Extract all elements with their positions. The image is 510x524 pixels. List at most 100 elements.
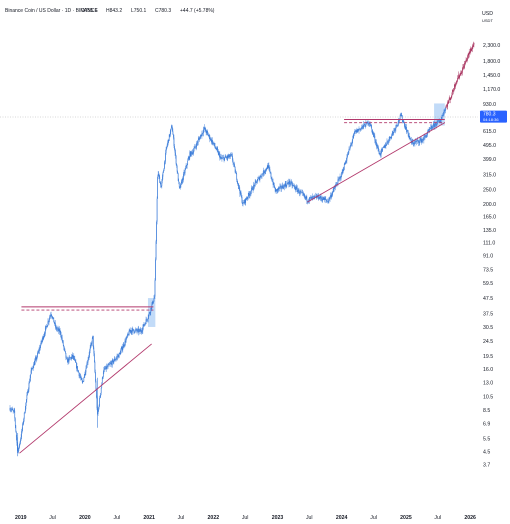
candle-body — [406, 126, 407, 132]
candle-body — [386, 141, 388, 145]
candle-body — [28, 389, 29, 393]
candle-body — [358, 129, 359, 131]
candle-body — [351, 143, 352, 144]
support-trendline-4[interactable] — [307, 122, 446, 203]
candle-body — [427, 131, 429, 132]
candle-body — [405, 126, 407, 130]
candle-body — [58, 328, 59, 331]
time-tick-label: 2025 — [400, 515, 412, 521]
candle-body — [397, 124, 398, 126]
candle-body — [21, 429, 23, 432]
candle-body — [243, 202, 245, 204]
candle-body — [204, 128, 206, 130]
candle-body — [157, 177, 158, 199]
candle-body — [116, 357, 117, 359]
price-axis[interactable]: 2,300.0 1,800.0 1,450.0 1,170.0 930.0 615.0 49… — [480, 43, 507, 468]
candle-body — [64, 348, 66, 351]
candle-body — [269, 169, 271, 172]
candle-body — [223, 157, 225, 161]
candle-body — [170, 128, 172, 132]
candle-body — [110, 362, 112, 364]
candle-body — [408, 136, 410, 137]
candle-body — [288, 181, 289, 184]
candle-body — [251, 187, 253, 189]
candle-body — [305, 196, 307, 199]
candle-body — [344, 162, 346, 165]
candle-body — [266, 165, 268, 170]
candle-body — [116, 356, 118, 358]
candle-body — [458, 74, 460, 78]
candle-body — [76, 362, 77, 369]
candle-body — [214, 143, 215, 147]
candle-body — [108, 364, 110, 365]
time-tick-label: 2024 — [336, 515, 348, 521]
candle-body — [96, 397, 98, 409]
candle-body — [373, 135, 375, 136]
candle-body — [429, 128, 431, 130]
candle-body — [227, 156, 229, 158]
candle-body — [233, 163, 234, 164]
candle-body — [400, 114, 402, 116]
candle-body — [96, 390, 97, 398]
support-trendline-0[interactable] — [19, 343, 152, 454]
candle-body — [389, 136, 390, 139]
candle-body — [383, 147, 385, 148]
candle-body — [148, 312, 150, 315]
legend-low: L750.1 — [131, 8, 147, 14]
candle-body — [348, 148, 350, 152]
candle-body — [165, 149, 167, 153]
candle-body — [361, 126, 363, 128]
price-tick-label: 37.5 — [483, 311, 493, 317]
candle-body — [154, 280, 156, 297]
candle-body — [164, 161, 166, 163]
candle-body — [332, 191, 334, 195]
candle-body — [107, 365, 109, 367]
candle-body — [73, 358, 75, 360]
time-axis[interactable]: 2019 Jul 2020 Jul 2021 Jul 2022 Jul 2023 Jul 2024 J… — [15, 515, 476, 521]
candle-body — [374, 135, 376, 141]
price-tick-label: 1,450.0 — [483, 73, 500, 79]
candle-body — [340, 176, 341, 179]
candle-body — [426, 134, 428, 136]
candle-body — [219, 154, 221, 159]
candle-body — [465, 59, 467, 62]
candle-body — [127, 333, 129, 335]
candle-body — [204, 127, 205, 130]
candle-body — [285, 185, 287, 187]
candle-body — [257, 179, 259, 182]
candle-body — [53, 317, 55, 323]
candle-body — [203, 127, 205, 130]
candle-body — [155, 241, 157, 260]
candle-body — [182, 178, 183, 184]
price-tick-label: 111.0 — [483, 241, 495, 247]
candle-body — [124, 345, 125, 347]
candle-body — [377, 147, 379, 149]
candle-body — [132, 328, 134, 330]
time-tick-label: Jul — [242, 515, 249, 521]
candle-body — [443, 111, 445, 115]
candle-body — [67, 358, 69, 363]
candle-body — [372, 131, 374, 135]
candle-body — [267, 165, 269, 169]
candle-body — [456, 80, 457, 84]
candle-body — [95, 371, 96, 381]
candle-body — [396, 125, 398, 127]
candle-body — [265, 168, 267, 170]
candle-body — [327, 201, 328, 202]
candle-body — [171, 126, 173, 128]
candle-body — [67, 359, 68, 363]
candle-body — [403, 121, 405, 123]
candle-body — [234, 166, 236, 173]
candle-body — [436, 121, 438, 126]
candle-body — [143, 324, 144, 328]
candle-body — [112, 359, 114, 363]
candle-body — [138, 330, 140, 333]
candle-body — [291, 181, 292, 183]
candle-body — [92, 335, 94, 339]
candle-body — [331, 194, 333, 195]
candle-body — [89, 347, 91, 351]
candle-body — [439, 120, 441, 122]
candle-body — [229, 156, 231, 158]
candle-body — [197, 139, 199, 143]
